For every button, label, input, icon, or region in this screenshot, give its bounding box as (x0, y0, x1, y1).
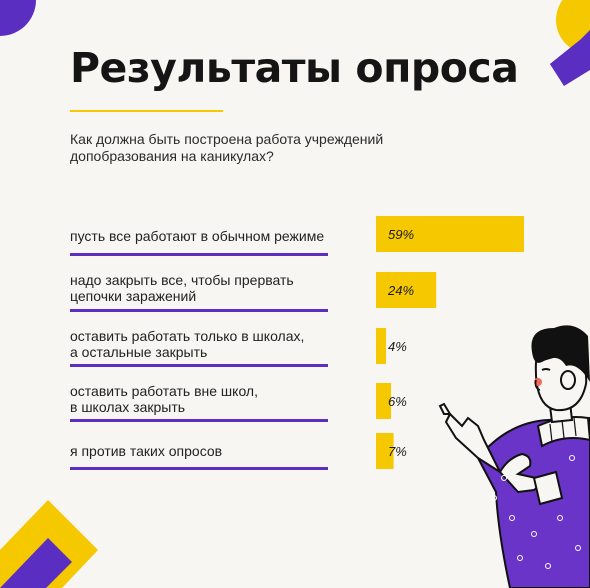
corner-decoration-top-left (0, 0, 36, 36)
category-underline-1 (70, 253, 328, 256)
bar-value-label-1: 59% (388, 227, 414, 242)
category-label-4: оставить работать вне школ, в школах зак… (70, 383, 258, 415)
person-illustration (438, 325, 590, 588)
category-label-1: пусть все работают в обычном режиме (70, 228, 325, 244)
bar-3 (376, 328, 387, 364)
bar-value-label-5: 7% (388, 444, 407, 459)
category-underline-5 (70, 467, 328, 470)
category-label-5: я против таких опросов (70, 443, 223, 459)
category-label-3: оставить работать только в школах, а ост… (70, 328, 305, 360)
category-underline-3 (70, 364, 328, 367)
bar-2 (376, 272, 437, 308)
survey-question: Как должна быть построена работа учрежде… (70, 131, 384, 164)
bar-4 (376, 383, 392, 419)
bar-1 (376, 216, 524, 252)
category-label-2: надо закрыть все, чтобы прервать цепочки… (70, 272, 294, 304)
title-underline (70, 110, 223, 112)
bar-value-label-3: 4% (388, 339, 407, 354)
corner-decoration-top-right (550, 0, 590, 86)
bar-5 (376, 433, 394, 469)
bar-value-label-2: 24% (387, 283, 414, 298)
category-underline-4 (70, 419, 328, 422)
category-underline-2 (70, 309, 328, 312)
page-title: Результаты опроса (70, 44, 519, 92)
corner-decoration-bottom-left (0, 500, 98, 588)
bar-value-label-4: 6% (388, 394, 407, 409)
